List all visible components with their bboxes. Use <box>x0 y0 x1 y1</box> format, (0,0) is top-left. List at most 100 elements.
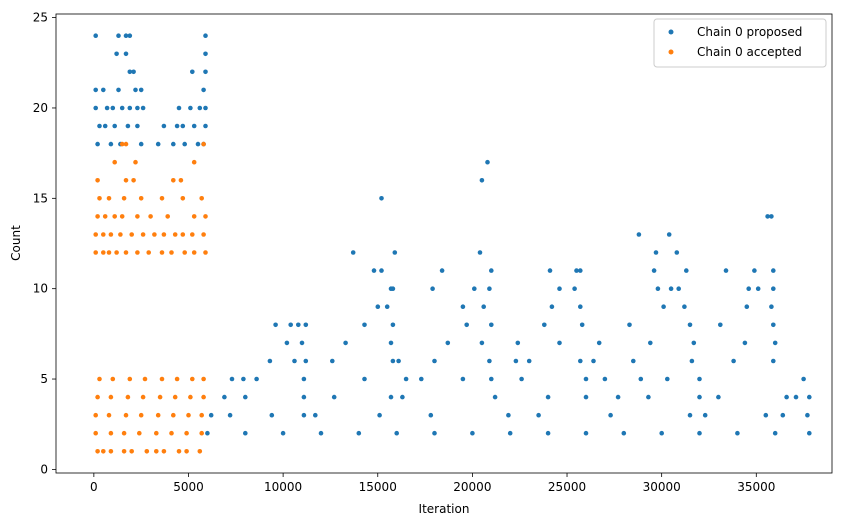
data-point <box>615 394 621 400</box>
data-point <box>419 376 424 382</box>
legend-label-accepted: Chain 0 accepted <box>697 45 802 59</box>
data-point <box>131 69 136 75</box>
data-point <box>390 286 396 292</box>
data-point <box>519 376 524 382</box>
data-point <box>243 394 248 400</box>
data-point <box>489 376 494 382</box>
data-point <box>186 412 191 418</box>
data-point <box>403 376 409 382</box>
data-point <box>661 304 666 310</box>
data-point <box>140 394 146 400</box>
data-point <box>542 322 547 328</box>
x-tick-label: 0 <box>90 480 98 494</box>
y-tick-label: 5 <box>40 372 48 386</box>
data-point <box>171 178 176 183</box>
data-point <box>201 376 206 382</box>
data-point <box>116 87 121 93</box>
data-point <box>763 412 769 418</box>
data-point <box>557 340 562 346</box>
x-tick-label: 25000 <box>548 480 586 494</box>
data-point <box>123 141 129 147</box>
data-point <box>583 394 589 400</box>
data-point <box>101 232 106 237</box>
data-point <box>138 196 144 201</box>
data-point <box>190 69 195 75</box>
data-point <box>161 232 167 237</box>
data-point <box>144 449 150 454</box>
data-point <box>191 214 197 219</box>
data-point <box>479 340 485 346</box>
data-point <box>102 214 108 219</box>
data-point <box>318 430 324 436</box>
data-point <box>174 376 180 382</box>
data-point <box>460 304 466 310</box>
data-point <box>549 304 555 310</box>
data-point <box>172 232 178 237</box>
data-point <box>330 358 335 364</box>
data-point <box>557 286 562 292</box>
data-point <box>174 123 180 129</box>
data-point <box>108 430 114 436</box>
data-point <box>104 105 110 111</box>
series-0 <box>93 33 812 436</box>
data-point <box>155 412 161 418</box>
data-point <box>388 394 394 400</box>
data-point <box>114 250 119 255</box>
data-point <box>95 141 100 147</box>
data-point <box>479 178 485 183</box>
data-point <box>487 286 492 292</box>
data-point <box>769 304 774 310</box>
data-point <box>161 449 167 454</box>
data-point <box>390 358 396 364</box>
data-point <box>578 358 583 364</box>
data-point <box>137 430 142 436</box>
data-point <box>146 250 151 255</box>
data-point <box>716 394 721 400</box>
data-point <box>301 376 307 382</box>
data-point <box>646 394 651 400</box>
data-point <box>190 232 195 237</box>
data-point <box>203 33 208 38</box>
data-point <box>172 394 178 400</box>
data-point <box>697 376 702 382</box>
data-point <box>432 430 437 436</box>
data-point <box>284 340 290 346</box>
data-point <box>689 358 695 364</box>
data-point <box>591 358 596 364</box>
data-point <box>784 394 789 400</box>
data-point <box>807 394 812 400</box>
data-point <box>116 33 121 38</box>
data-point <box>125 394 131 400</box>
data-point <box>119 141 125 147</box>
data-point <box>578 304 583 310</box>
data-point <box>702 412 708 418</box>
data-point <box>106 196 112 201</box>
data-point <box>197 105 203 111</box>
data-point <box>93 250 98 255</box>
data-point <box>203 69 208 75</box>
data-point <box>203 214 208 219</box>
data-point <box>171 141 176 147</box>
data-point <box>472 286 477 292</box>
data-point <box>350 250 356 255</box>
data-point <box>188 394 193 400</box>
data-point <box>771 322 776 328</box>
data-point <box>388 340 394 346</box>
data-point <box>161 123 167 129</box>
data-point <box>254 376 259 382</box>
data-point <box>148 214 153 219</box>
data-point <box>171 412 176 418</box>
data-point <box>133 159 138 165</box>
data-point <box>731 358 736 364</box>
data-point <box>655 286 661 292</box>
data-point <box>687 322 693 328</box>
data-point <box>101 250 106 255</box>
data-point <box>135 250 140 255</box>
data-point <box>470 430 475 436</box>
data-point <box>154 430 159 436</box>
data-point <box>651 268 657 273</box>
data-point <box>106 412 112 418</box>
data-point <box>138 87 144 93</box>
data-point <box>769 214 774 219</box>
data-point <box>123 51 129 57</box>
